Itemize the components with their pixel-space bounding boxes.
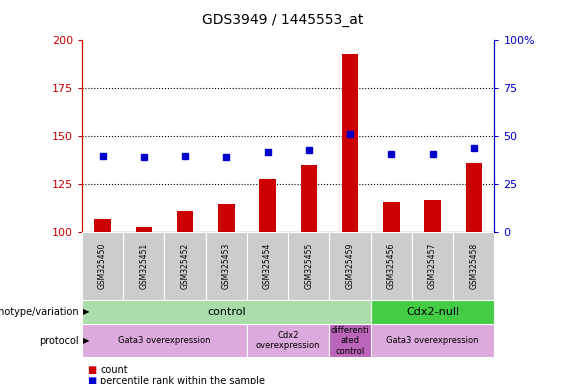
Bar [371, 232, 412, 300]
Bar [164, 232, 206, 300]
Bar [177, 211, 193, 232]
Bar [342, 54, 358, 232]
Text: ■: ■ [88, 376, 97, 384]
Text: Cdx2
overexpression: Cdx2 overexpression [256, 331, 320, 351]
Bar [466, 163, 482, 232]
Bar [94, 219, 111, 232]
Bar [301, 165, 317, 232]
Bar [329, 324, 371, 357]
Bar [82, 300, 371, 324]
Text: GSM325451: GSM325451 [140, 243, 148, 289]
Text: GSM325455: GSM325455 [305, 243, 313, 289]
Bar [453, 232, 494, 300]
Bar [259, 179, 276, 232]
Bar [82, 232, 123, 300]
Text: ■: ■ [88, 365, 97, 375]
Text: ▶: ▶ [83, 336, 90, 345]
Bar [288, 232, 329, 300]
Bar [247, 232, 288, 300]
Bar [383, 202, 399, 232]
Bar [424, 200, 441, 232]
Text: GSM325453: GSM325453 [222, 243, 231, 289]
Bar [218, 204, 234, 232]
Bar [329, 232, 371, 300]
Text: GSM325454: GSM325454 [263, 243, 272, 289]
Bar [82, 324, 247, 357]
Text: percentile rank within the sample: percentile rank within the sample [100, 376, 265, 384]
Bar [247, 324, 329, 357]
Bar [123, 232, 164, 300]
Text: GSM325458: GSM325458 [470, 243, 478, 289]
Text: Cdx2-null: Cdx2-null [406, 307, 459, 317]
Text: genotype/variation: genotype/variation [0, 307, 79, 317]
Text: GSM325450: GSM325450 [98, 243, 107, 289]
Text: control: control [207, 307, 246, 317]
Bar [412, 232, 453, 300]
Text: GSM325457: GSM325457 [428, 243, 437, 289]
Bar [371, 324, 494, 357]
Text: GSM325452: GSM325452 [181, 243, 189, 289]
Bar [371, 300, 494, 324]
Text: GSM325459: GSM325459 [346, 243, 354, 289]
Bar [136, 227, 152, 232]
Text: protocol: protocol [40, 336, 79, 346]
Text: Gata3 overexpression: Gata3 overexpression [118, 336, 211, 345]
Text: GSM325456: GSM325456 [387, 243, 396, 289]
Text: ▶: ▶ [83, 308, 90, 316]
Text: Gata3 overexpression: Gata3 overexpression [386, 336, 479, 345]
Text: count: count [100, 365, 128, 375]
Bar [206, 232, 247, 300]
Text: GDS3949 / 1445553_at: GDS3949 / 1445553_at [202, 13, 363, 27]
Text: differenti
ated
control: differenti ated control [331, 326, 370, 356]
